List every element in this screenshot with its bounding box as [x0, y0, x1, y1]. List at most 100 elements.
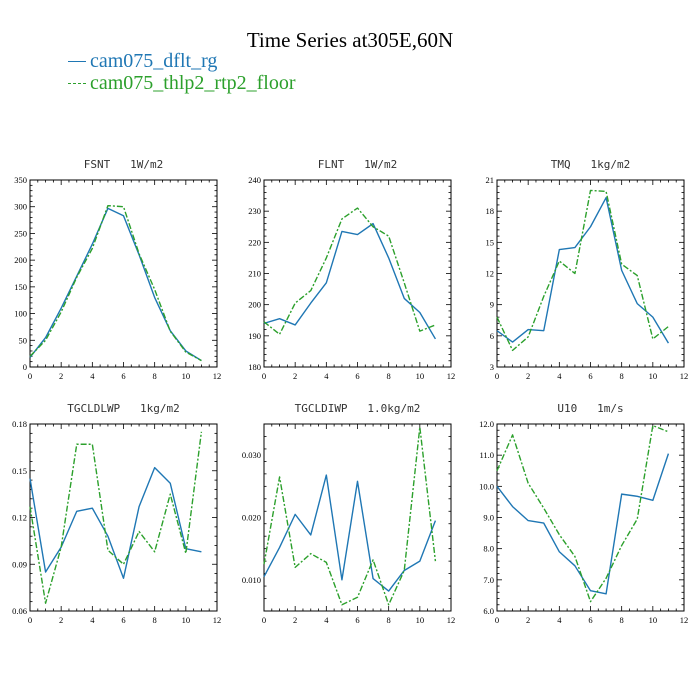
x-tick-label: 8	[387, 371, 391, 381]
x-tick-label: 12	[447, 615, 456, 625]
y-tick-label: 180	[248, 362, 261, 372]
series-line-2	[263, 426, 437, 606]
y-tick-label: 0.030	[242, 450, 261, 460]
x-tick-label: 6	[355, 615, 359, 625]
y-tick-label: 15	[486, 237, 495, 247]
y-tick-label: 0	[23, 362, 27, 372]
y-tick-label: 190	[248, 331, 261, 341]
x-tick-label: 2	[59, 615, 63, 625]
y-tick-label: 0.15	[12, 466, 27, 476]
x-tick-label: 6	[121, 615, 125, 625]
x-tick-label: 2	[293, 371, 297, 381]
chart-title: TGCLDIWP 1.0kg/m2	[295, 402, 421, 415]
x-tick-label: 6	[355, 371, 359, 381]
y-tick-label: 0.18	[12, 419, 27, 429]
plot-frame	[29, 179, 218, 368]
series-line-1	[263, 474, 437, 592]
legend-swatch-2	[68, 82, 86, 84]
y-tick-label: 0.12	[12, 513, 27, 523]
chart-panel-3: 0 2 4 6 8 10 12 3 6 9 12 15 18 21 TMQ 1kg/m2	[486, 158, 689, 381]
chart-title: U10 1m/s	[557, 402, 623, 415]
x-tick-label: 2	[293, 615, 297, 625]
y-tick-label: 9	[490, 300, 494, 310]
y-tick-label: 0.010	[242, 575, 261, 585]
x-tick-label: 4	[557, 371, 562, 381]
y-tick-label: 0.09	[12, 559, 27, 569]
x-tick-label: 10	[649, 371, 658, 381]
legend-label-2: cam075_thlp2_rtp2_floor	[90, 71, 296, 94]
y-tick-label: 220	[248, 237, 261, 247]
chart-title: TGCLDLWP 1kg/m2	[67, 402, 180, 415]
y-tick-label: 230	[248, 206, 261, 216]
y-tick-label: 6	[490, 331, 494, 341]
y-tick-label: 250	[14, 228, 27, 238]
series-line-1	[496, 453, 670, 595]
series-line-1	[496, 196, 670, 344]
x-tick-label: 10	[649, 615, 658, 625]
y-tick-label: 240	[248, 175, 261, 185]
series-line-1	[29, 466, 202, 579]
x-tick-label: 8	[620, 371, 624, 381]
y-tick-label: 350	[14, 175, 27, 185]
x-tick-label: 0	[262, 615, 266, 625]
x-tick-label: 0	[495, 615, 499, 625]
chart-title: FSNT 1W/m2	[84, 158, 163, 171]
y-tick-label: 3	[490, 362, 494, 372]
x-tick-label: 4	[557, 615, 562, 625]
x-tick-label: 6	[588, 615, 592, 625]
y-tick-label: 12	[486, 269, 495, 279]
legend-entry-2: cam075_thlp2_rtp2_floor	[68, 72, 296, 94]
x-tick-label: 12	[213, 615, 222, 625]
x-tick-label: 4	[90, 615, 95, 625]
y-tick-label: 50	[19, 335, 28, 345]
x-tick-label: 6	[121, 371, 125, 381]
x-tick-label: 0	[28, 371, 32, 381]
y-tick-label: 10.0	[479, 481, 494, 491]
y-tick-label: 210	[248, 269, 261, 279]
x-tick-label: 4	[90, 371, 95, 381]
y-tick-label: 200	[248, 300, 261, 310]
y-tick-label: 18	[486, 206, 495, 216]
y-tick-label: 150	[14, 282, 27, 292]
y-tick-label: 9.0	[483, 513, 494, 523]
chart-panel-6: 0 2 4 6 8 10 12 6.0 7.0 8.0 9.0 10.0 11.0 12.0 U10 1m/…	[479, 402, 688, 625]
x-tick-label: 8	[387, 615, 391, 625]
x-tick-label: 0	[262, 371, 266, 381]
x-tick-label: 2	[59, 371, 63, 381]
x-tick-label: 6	[588, 371, 592, 381]
chart-title: FLNT 1W/m2	[318, 158, 397, 171]
chart-title: TMQ 1kg/m2	[551, 158, 630, 171]
x-tick-label: 4	[324, 371, 329, 381]
x-tick-label: 2	[526, 615, 530, 625]
x-tick-label: 12	[213, 371, 222, 381]
y-tick-label: 8.0	[483, 544, 494, 554]
series-line-2	[29, 204, 202, 362]
y-tick-label: 11.0	[479, 450, 494, 460]
x-tick-label: 10	[416, 371, 425, 381]
y-tick-label: 12.0	[479, 419, 494, 429]
series-line-2	[496, 189, 669, 352]
series-line-1	[29, 207, 202, 362]
x-tick-label: 0	[495, 371, 499, 381]
series-line-2	[496, 424, 669, 603]
x-tick-label: 8	[620, 615, 624, 625]
x-tick-label: 10	[182, 615, 191, 625]
chart-panel-4: 0 2 4 6 8 10 12 0.06 0.09 0.12 0.15 0.18 TGCLDLWP 1k…	[12, 402, 221, 625]
legend-entry-1: cam075_dflt_rg	[68, 50, 217, 72]
y-tick-label: 7.0	[483, 575, 494, 585]
chart-panel-2: 0 2 4 6 8 10 12 180 190 200 210 220 230 240 FLNT 1W/m2	[248, 158, 455, 381]
x-tick-label: 10	[416, 615, 425, 625]
y-tick-label: 0.020	[242, 513, 261, 523]
legend-label-1: cam075_dflt_rg	[90, 49, 218, 72]
series-line-1	[263, 222, 437, 340]
legend-swatch-1	[68, 60, 86, 62]
figure-title: Time Series at305E,60N	[246, 28, 454, 52]
x-tick-label: 12	[680, 615, 689, 625]
chart-panel-1: 0 2 4 6 8 10 12 0 50 100 150 200 250 300 350 FSNT 1W/m2	[14, 158, 221, 381]
plot-frame	[29, 423, 218, 612]
x-tick-label: 12	[447, 371, 456, 381]
y-tick-label: 6.0	[483, 606, 494, 616]
y-tick-label: 21	[486, 175, 495, 185]
